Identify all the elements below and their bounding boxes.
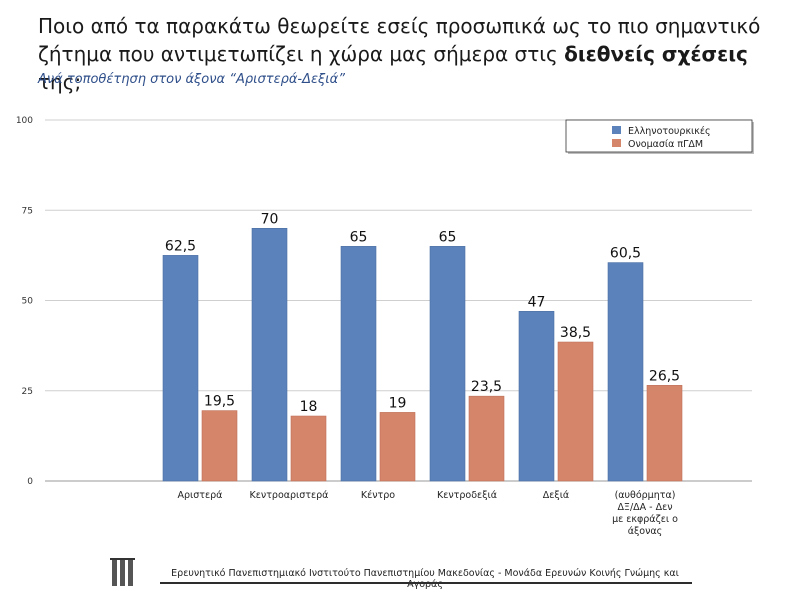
y-tick-label: 50 bbox=[22, 297, 34, 307]
x-tick-label: (αυθόρμητα) ΔΞ/ΔΑ - Δεν με εκφράζει ο άξονα… bbox=[612, 490, 678, 537]
chart-subtitle: Ανά τοποθέτηση στον άξονα “Αριστερά-Δεξι… bbox=[38, 72, 345, 87]
bar bbox=[201, 410, 238, 482]
data-label: 70 bbox=[261, 211, 279, 227]
bar bbox=[646, 385, 683, 482]
bar bbox=[429, 246, 466, 482]
institute-logo bbox=[110, 556, 138, 588]
bar bbox=[340, 246, 377, 482]
legend-label: Ελληνοτουρκικές bbox=[628, 126, 711, 137]
footer-divider bbox=[160, 582, 692, 584]
data-label: 26,5 bbox=[649, 368, 680, 384]
x-tick-label: Κεντροδεξιά bbox=[437, 490, 497, 501]
y-tick-label: 100 bbox=[16, 116, 33, 126]
data-label: 62,5 bbox=[165, 238, 196, 254]
y-tick-label: 75 bbox=[22, 206, 33, 216]
y-tick-label: 25 bbox=[22, 387, 33, 397]
logo-graphic bbox=[110, 558, 135, 586]
x-tick-label: Δεξιά bbox=[543, 490, 569, 501]
x-tick-label: Κεντροαριστερά bbox=[250, 490, 329, 501]
data-label: 38,5 bbox=[560, 325, 591, 341]
title-text-2: της; bbox=[38, 70, 82, 94]
x-tick-label: Κέντρο bbox=[361, 490, 395, 501]
footer-caption: Ερευνητικό Πανεπιστημιακό Ινστιτούτο Παν… bbox=[171, 568, 679, 590]
title-text-1: Ποιο από τα παρακάτω θεωρείτε εσείς προσ… bbox=[38, 14, 761, 66]
data-label: 65 bbox=[439, 229, 457, 245]
bar bbox=[518, 311, 555, 482]
x-tick-label: Αριστερά bbox=[178, 490, 223, 501]
legend-swatch bbox=[612, 126, 621, 134]
data-label: 47 bbox=[528, 294, 546, 310]
data-label: 19 bbox=[389, 395, 407, 411]
legend-swatch bbox=[612, 139, 621, 147]
data-label: 60,5 bbox=[610, 246, 641, 262]
chart-title: Ποιο από τα παρακάτω θεωρείτε εσείς προσ… bbox=[38, 12, 778, 96]
data-label: 19,5 bbox=[204, 394, 235, 410]
bar bbox=[162, 255, 199, 482]
y-tick-label: 0 bbox=[27, 477, 33, 487]
data-label: 23,5 bbox=[471, 379, 502, 395]
legend-box bbox=[565, 119, 753, 153]
data-label: 18 bbox=[300, 399, 318, 415]
bar bbox=[251, 228, 288, 482]
legend-label: Ονομασία πΓΔΜ bbox=[628, 139, 703, 150]
data-label: 65 bbox=[350, 229, 368, 245]
bar bbox=[607, 262, 644, 482]
bar bbox=[290, 415, 327, 482]
bar bbox=[379, 412, 416, 482]
bar bbox=[468, 395, 505, 482]
title-emphasis: διεθνείς σχέσεις bbox=[564, 42, 748, 66]
bar bbox=[557, 341, 594, 482]
